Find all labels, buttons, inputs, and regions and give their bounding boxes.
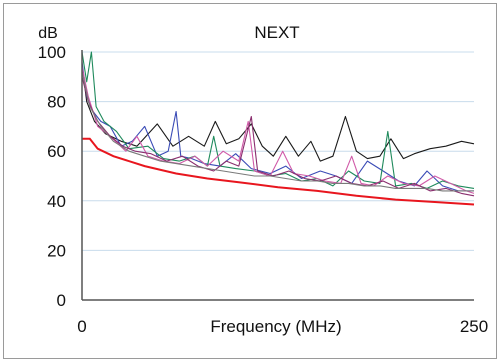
chart-title: NEXT: [254, 23, 299, 42]
y-tick-label: 80: [47, 93, 66, 112]
y-axis-label: dB: [38, 25, 58, 42]
x-tick-label: 0: [77, 317, 86, 336]
grid-layer: [82, 51, 474, 251]
tick-label-layer: 0 20 40 60 80 100 0 250: [38, 43, 489, 336]
y-tick-label: 20: [47, 241, 66, 260]
y-tick-label: 40: [47, 192, 66, 211]
x-tick-label: 250: [460, 317, 488, 336]
series-line-6: [81, 71, 474, 192]
y-tick-label: 60: [47, 142, 66, 161]
y-tick-label: 0: [57, 291, 66, 310]
series-line-2: [81, 61, 474, 192]
series-layer: [81, 51, 475, 206]
y-tick-label: 100: [38, 43, 66, 62]
series-line-5: [81, 76, 475, 197]
limit-line: [82, 137, 475, 206]
series-line-3: [81, 51, 475, 189]
x-axis-label: Frequency (MHz): [210, 317, 341, 336]
axis-layer: [81, 50, 474, 301]
